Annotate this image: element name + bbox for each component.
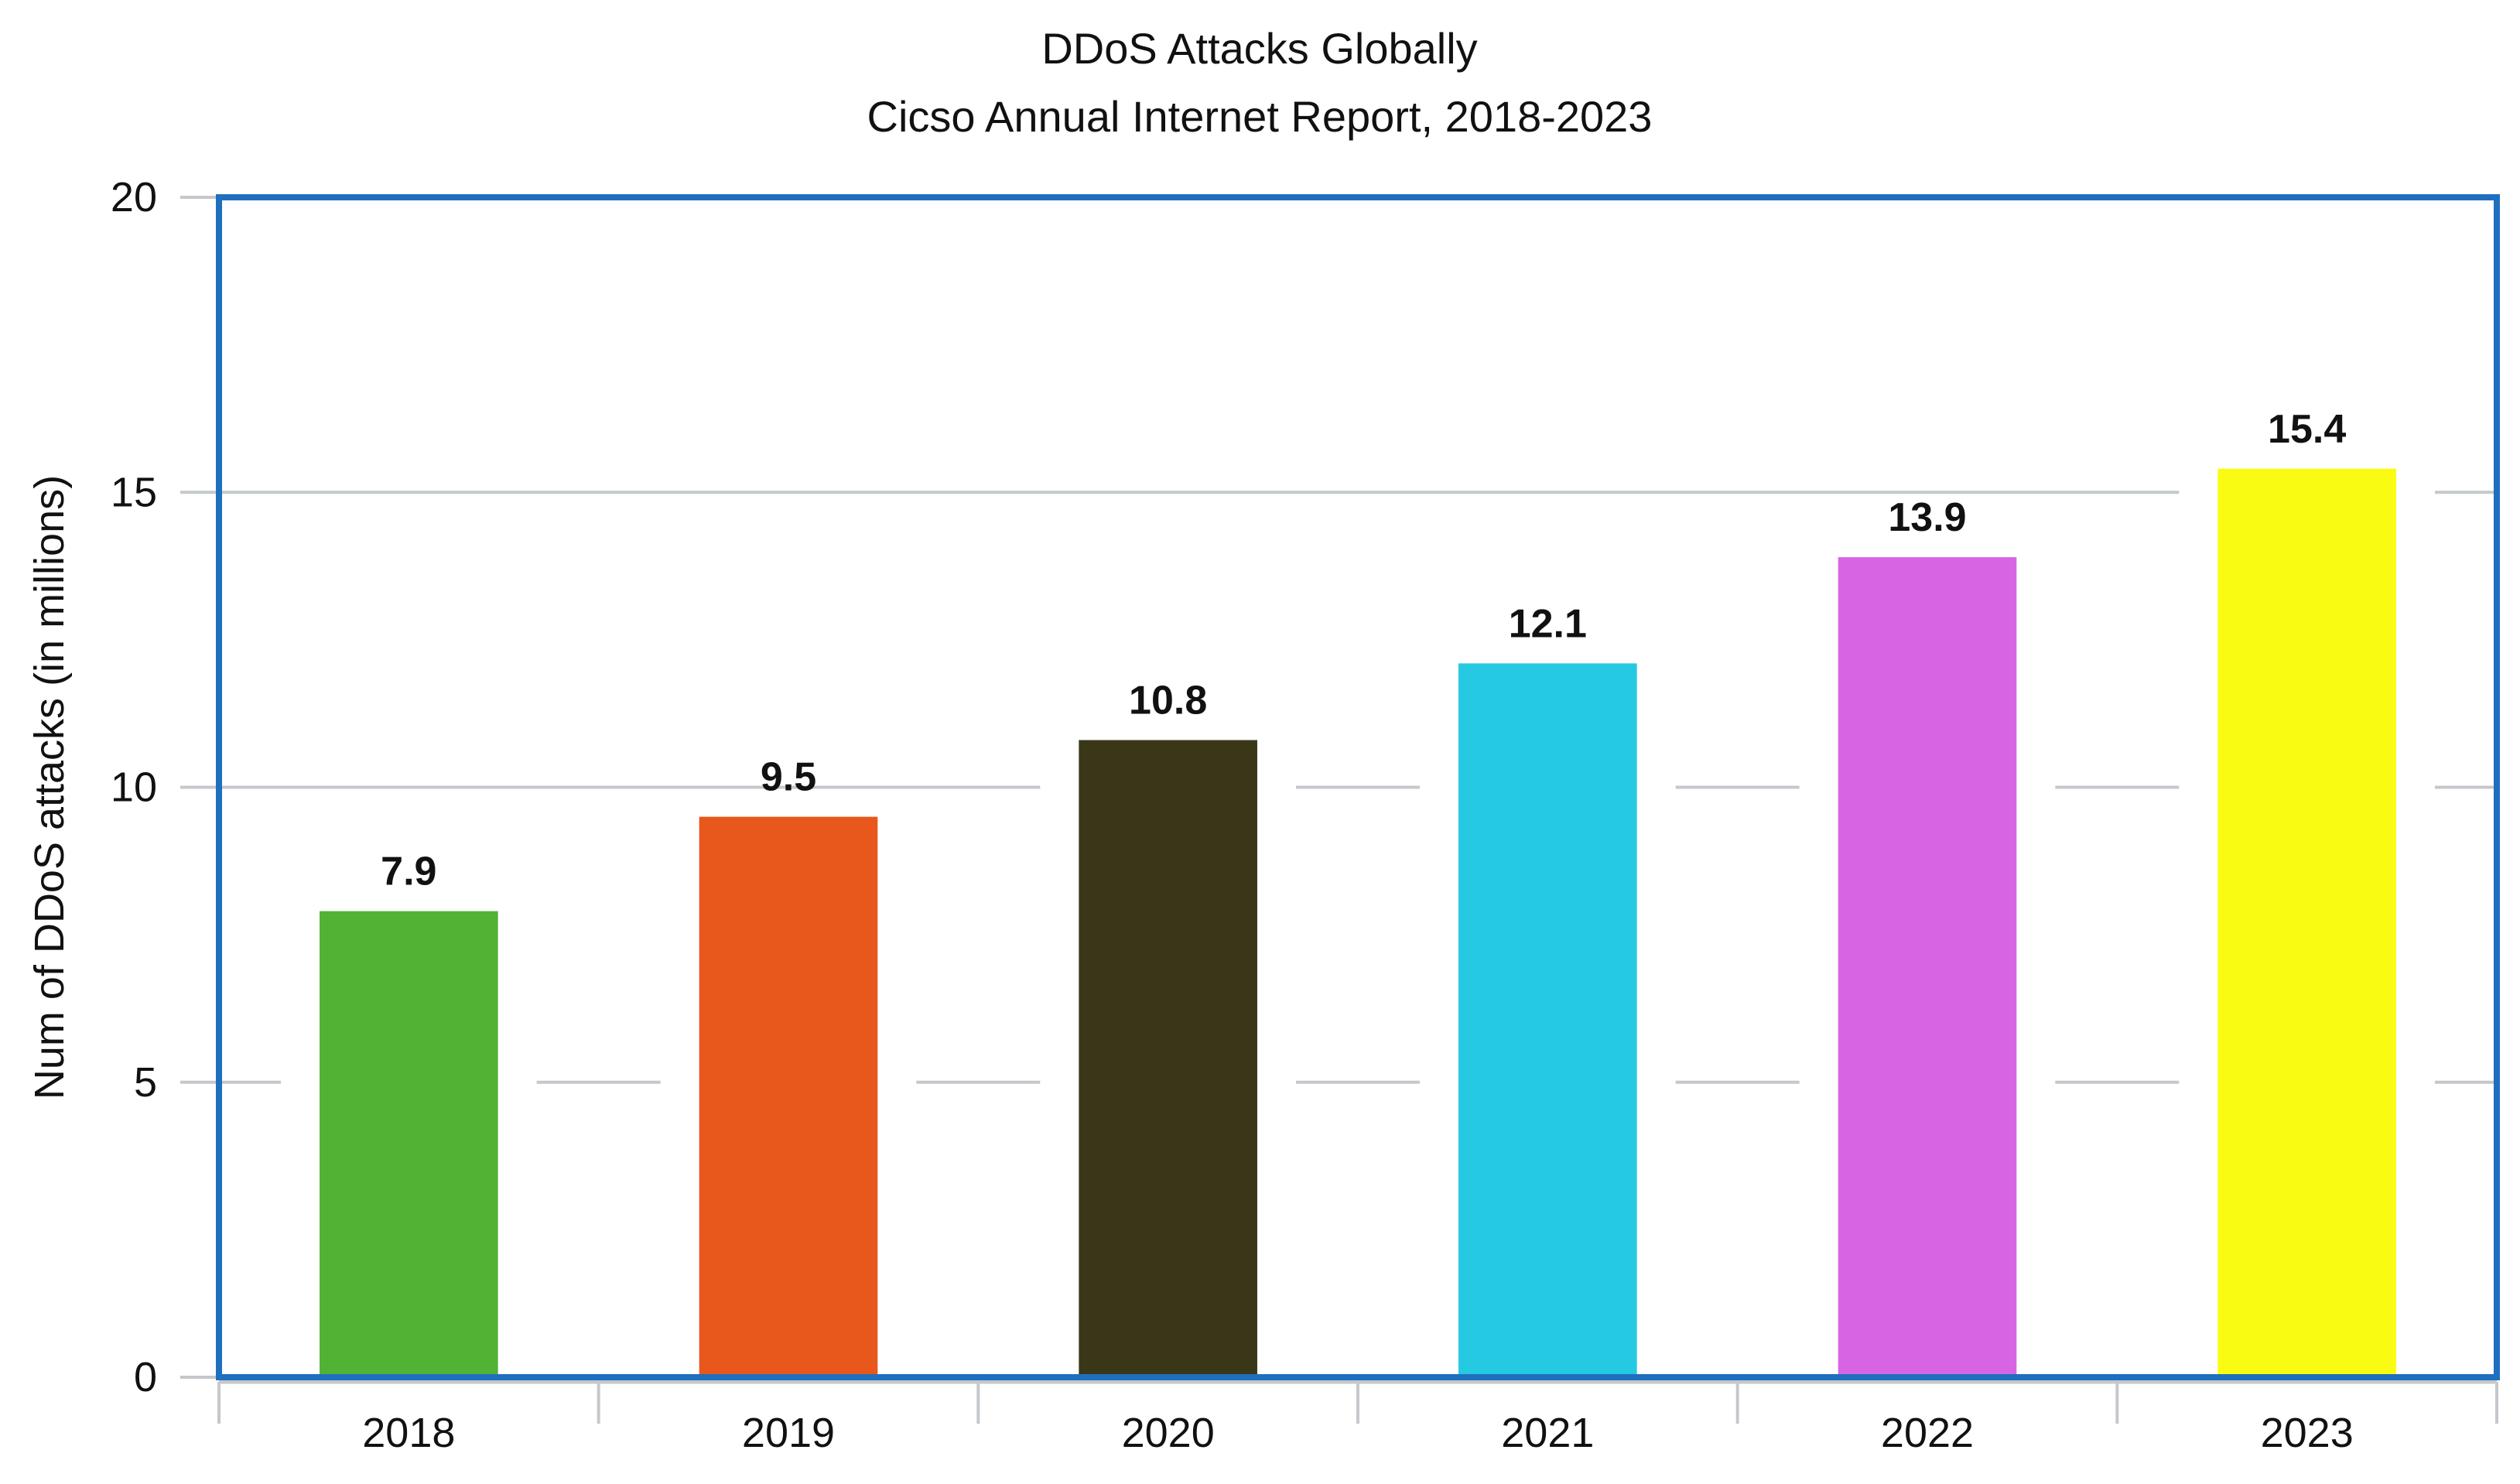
x-tick-label: 2018 — [362, 1410, 455, 1456]
bar-2020 — [1079, 740, 1257, 1377]
x-axis: 2018 2019 2020 2021 2022 2023 — [217, 1380, 2498, 1456]
x-tick-label: 2023 — [2261, 1410, 2354, 1456]
bar-2018 — [320, 911, 498, 1377]
bar-2019 — [699, 816, 878, 1377]
bars — [281, 468, 2435, 1377]
data-label: 9.5 — [761, 755, 816, 800]
y-tick-label: 15 — [111, 469, 157, 515]
y-tick-label: 20 — [111, 174, 157, 221]
x-tick-label: 2019 — [742, 1410, 835, 1456]
plot-border — [216, 194, 2500, 1380]
data-label: 7.9 — [381, 850, 436, 894]
bar-2023 — [2217, 468, 2396, 1377]
data-label: 10.8 — [1129, 679, 1207, 723]
data-label: 13.9 — [1888, 495, 1966, 540]
bar-2021 — [1458, 663, 1637, 1377]
y-axis-title: Num of DDoS attacks (in millions) — [26, 475, 73, 1099]
y-tick-label: 0 — [134, 1354, 157, 1400]
chart-title: DDoS Attacks Globally — [1041, 24, 1477, 73]
bar-2022 — [1838, 557, 2017, 1377]
data-label: 15.4 — [2268, 407, 2346, 452]
y-tick-label: 5 — [134, 1059, 157, 1106]
data-labels: 7.9 9.5 10.8 12.1 13.9 15.4 — [381, 407, 2346, 894]
y-axis-ticks: 0 5 10 15 20 — [111, 174, 157, 1400]
y-tick-label: 10 — [111, 764, 157, 811]
x-tick-label: 2021 — [1501, 1410, 1594, 1456]
x-tick-label: 2022 — [1881, 1410, 1974, 1456]
chart-subtitle: Cicso Annual Internet Report, 2018-2023 — [867, 92, 1653, 141]
x-tick-label: 2020 — [1122, 1410, 1215, 1456]
data-label: 12.1 — [1509, 601, 1587, 646]
